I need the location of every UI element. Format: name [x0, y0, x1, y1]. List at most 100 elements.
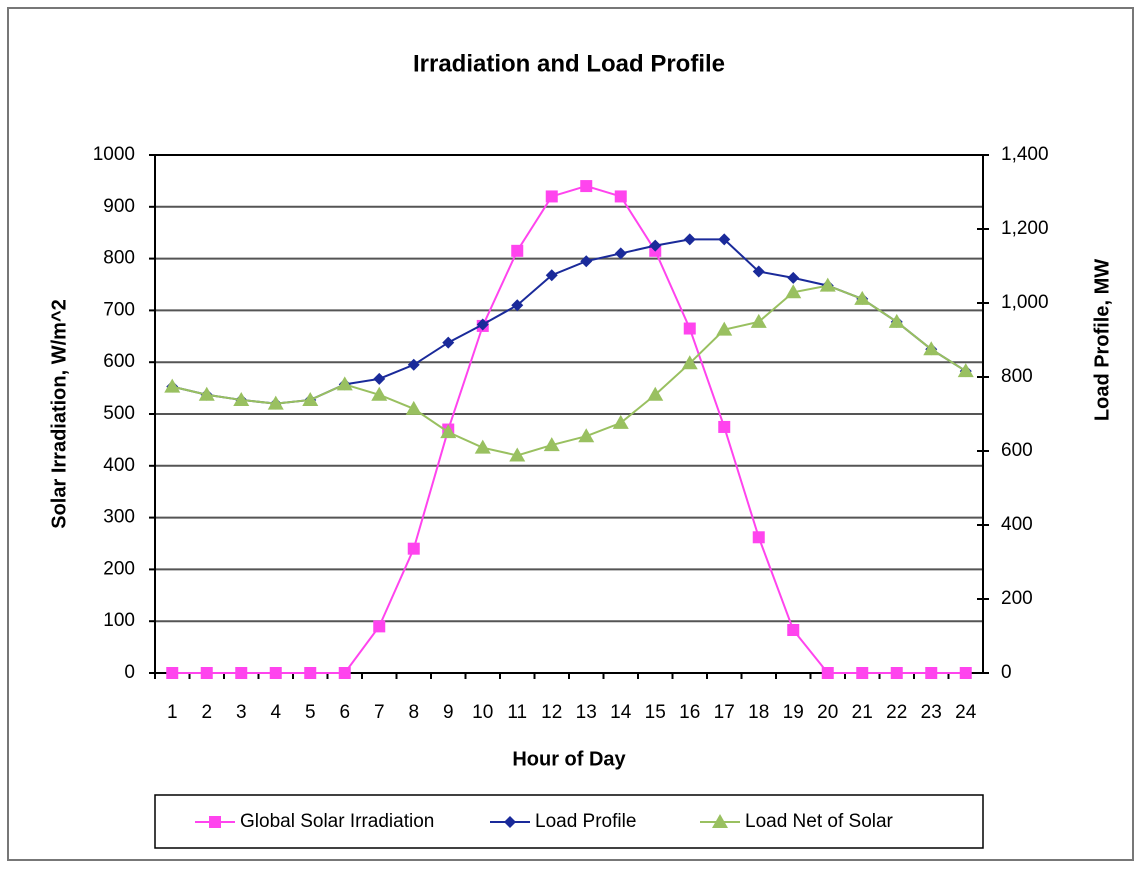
legend-label: Load Net of Solar [745, 811, 894, 832]
y2-tick-label: 1,000 [1001, 292, 1049, 313]
point [302, 391, 319, 406]
y2-tick-label: 1,200 [1001, 218, 1049, 239]
point [890, 667, 903, 679]
x-tick-label: 5 [305, 702, 316, 723]
legend-label: Global Solar Irradiation [240, 811, 434, 832]
y-tick-label: 1000 [93, 144, 135, 165]
point [371, 386, 388, 401]
point [959, 667, 972, 679]
y2-tick-label: 400 [1001, 514, 1033, 535]
x-tick-label: 23 [921, 702, 942, 723]
point [718, 233, 731, 246]
y-tick-label: 800 [103, 248, 135, 269]
point [580, 180, 593, 193]
y2-axis-label: Load Profile, MW [1091, 259, 1113, 421]
x-tick-label: 12 [541, 702, 562, 723]
point [166, 667, 179, 679]
point [440, 424, 457, 439]
point [474, 439, 491, 454]
y2-tick-label: 600 [1001, 440, 1033, 461]
point [614, 247, 627, 260]
x-tick-label: 22 [886, 702, 907, 723]
y-tick-label: 200 [103, 558, 135, 579]
point [923, 341, 940, 356]
point [683, 322, 696, 335]
y-tick-label: 100 [103, 610, 135, 631]
x-tick-label: 19 [783, 702, 804, 723]
y-tick-label: 500 [103, 403, 135, 424]
x-tick-label: 17 [714, 702, 735, 723]
y-tick-label: 700 [103, 299, 135, 320]
x-tick-label: 1 [167, 702, 178, 723]
point [888, 313, 905, 328]
chart-title: Irradiation and Load Profile [413, 50, 725, 77]
y2-tick-label: 1,400 [1001, 144, 1049, 165]
point [647, 386, 664, 401]
legend-marker [712, 814, 728, 828]
point [854, 290, 871, 305]
x-tick-label: 24 [955, 702, 977, 723]
point [405, 400, 422, 415]
point [612, 414, 629, 429]
legend-box [154, 794, 984, 849]
y2-tick-label: 0 [1001, 662, 1012, 683]
x-tick-label: 15 [645, 702, 666, 723]
point [511, 244, 524, 257]
x-tick-label: 7 [374, 702, 385, 723]
point [235, 667, 248, 679]
point [683, 233, 696, 246]
point [233, 391, 250, 406]
point [681, 355, 698, 370]
legend-label: Load Profile [535, 811, 636, 832]
point [787, 624, 800, 637]
point [164, 378, 181, 393]
point [543, 437, 560, 452]
point [649, 239, 662, 252]
point [336, 376, 353, 391]
point [511, 299, 524, 312]
y-axis-label: Solar Irradiation, W/m^2 [48, 299, 70, 529]
point [200, 667, 213, 679]
y-tick-label: 400 [103, 455, 135, 476]
point [787, 271, 800, 284]
legend-marker [504, 816, 516, 828]
point [476, 318, 489, 331]
point [718, 420, 731, 433]
x-tick-label: 13 [576, 702, 597, 723]
x-tick-label: 14 [610, 702, 632, 723]
y-tick-label: 600 [103, 351, 135, 372]
point [752, 531, 765, 544]
point [925, 667, 938, 679]
point [856, 667, 869, 679]
point [785, 284, 802, 299]
x-tick-label: 8 [408, 702, 419, 723]
point [752, 265, 765, 278]
y2-tick-label: 200 [1001, 588, 1033, 609]
point [269, 667, 282, 679]
point [198, 386, 215, 401]
x-tick-label: 20 [817, 702, 838, 723]
point [407, 542, 420, 555]
point [580, 255, 593, 268]
y-tick-label: 0 [124, 662, 135, 683]
point [267, 395, 284, 410]
point [750, 313, 767, 328]
point [716, 321, 733, 336]
y-tick-label: 900 [103, 196, 135, 217]
point [373, 620, 386, 633]
x-tick-label: 10 [472, 702, 493, 723]
y-tick-label: 300 [103, 507, 135, 528]
point [304, 667, 317, 679]
point [957, 363, 974, 378]
x-tick-label: 2 [201, 702, 212, 723]
point [545, 269, 558, 282]
point [614, 190, 627, 203]
legend-marker [209, 816, 221, 828]
point [373, 372, 386, 385]
x-tick-label: 9 [443, 702, 454, 723]
point [578, 428, 595, 443]
x-tick-label: 16 [679, 702, 700, 723]
point [821, 667, 834, 679]
point [407, 358, 420, 371]
